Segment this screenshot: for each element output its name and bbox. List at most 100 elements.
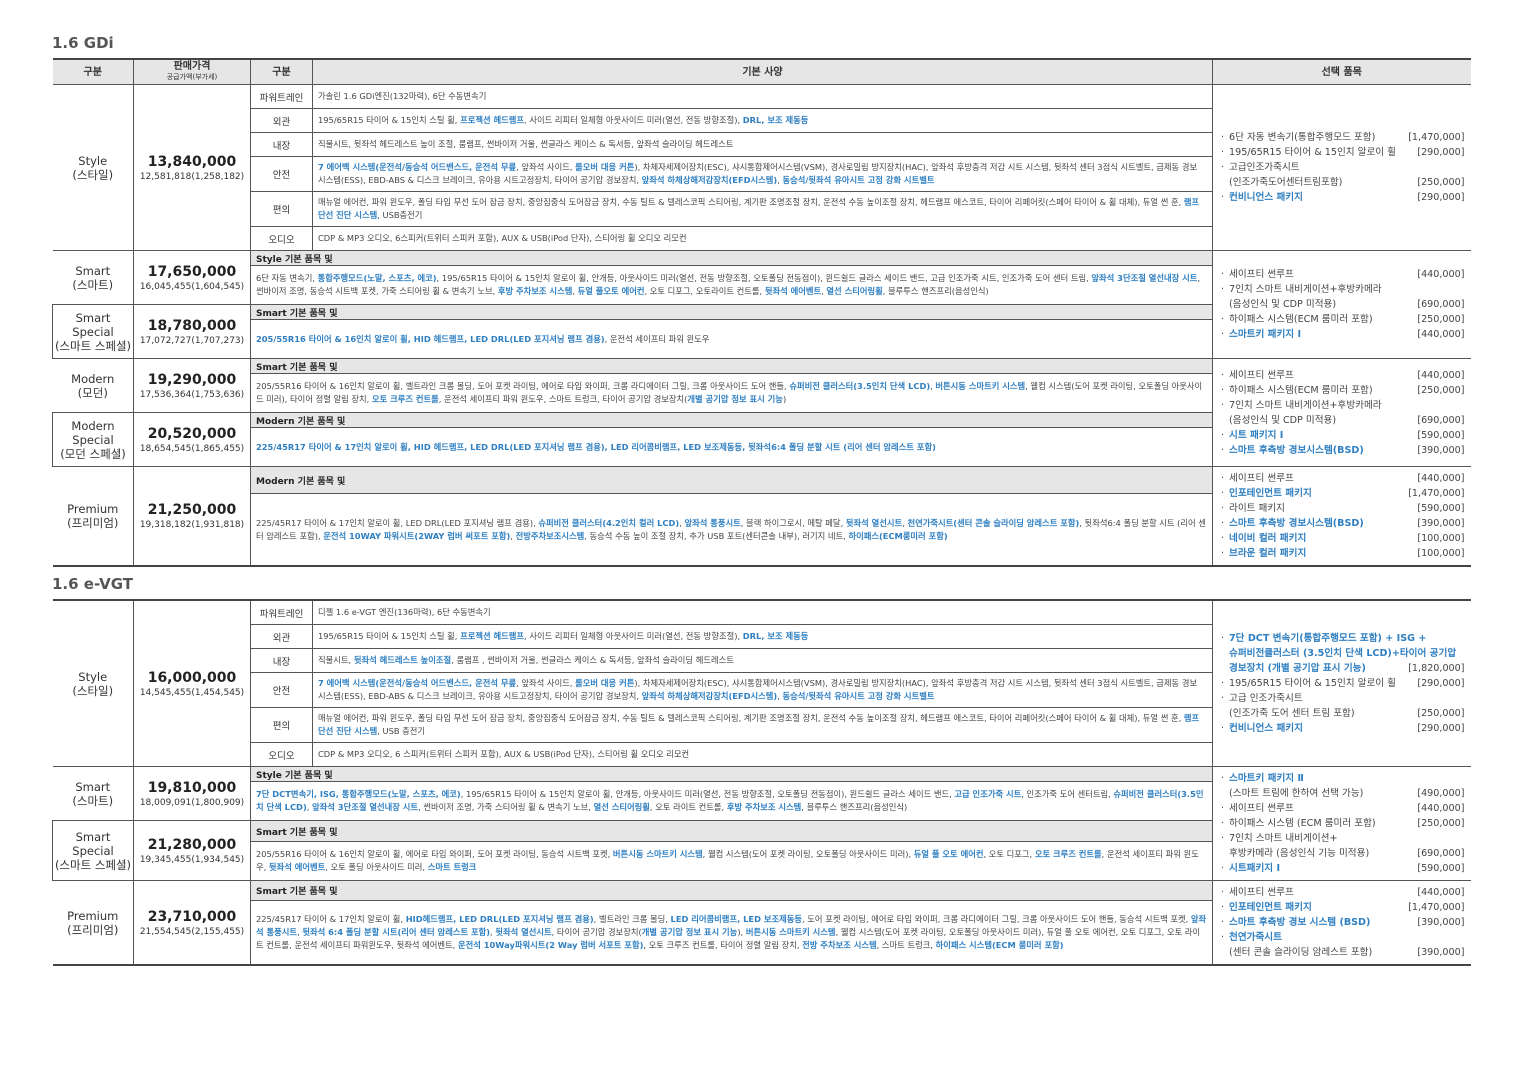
table-row: Style (스타일) 13,840,000 12,581,818(1,258,182… [52, 84, 1471, 251]
option-line: 인포테인먼트 패키지 [1,470,000] [1229, 900, 1465, 915]
highlight-run: 뒷좌석 에어벤트 [764, 286, 822, 296]
option-line: 7단 DCT 변속기(통합주행모드 포함) + ISG + [1229, 631, 1465, 646]
text-run: , 썬바이저 조명, 가죽 스티어링 휠 & 변속기 노브, [418, 802, 594, 812]
option-text: (인조가죽도어센터트림포함) [1229, 177, 1343, 188]
spec-text: 가솔린 1.6 GDi엔진(132마력), 6단 수동변속기 [312, 84, 1213, 109]
option-line: 천연가죽시트 [1229, 930, 1465, 945]
trim-name-line: Premium [67, 502, 119, 516]
option-line: 브라운 컬러 패키지 [100,000] [1229, 546, 1465, 561]
text-run: , 블루투스 핸즈프리(음성인식) [801, 802, 908, 812]
trim-name: Style (스타일) [52, 84, 134, 251]
base-label: Modern 기본 품목 및 [250, 412, 1213, 428]
text-run: ), [737, 926, 746, 937]
option-item: 6단 자동 변속기(통합주행모드 포함) [1,470,000] [1221, 130, 1465, 145]
option-item: 인포테인먼트 패키지 [1,470,000] [1221, 900, 1465, 915]
option-price: [250,000] [1417, 708, 1465, 719]
option-text: 세이프티 썬루프 [1229, 269, 1294, 280]
text-run: , 오토 라이트 컨트롤, [649, 802, 727, 812]
option-item: 스마트 후측방 경보시스템(BSD) [390,000] [1221, 516, 1465, 531]
option-price: [100,000] [1417, 533, 1465, 544]
option-text: 네이비 컬러 패키지 [1229, 533, 1307, 544]
option-item: 세이프티 썬루프 [440,000] [1221, 801, 1465, 816]
option-price: [100,000] [1417, 548, 1465, 559]
option-price: [390,000] [1417, 444, 1465, 456]
spec-text: 직물시트, 뒷좌석 헤드레스트 높이조절, 룸램프 , 썬바이저 거울, 썬글라… [312, 648, 1213, 673]
text-run: 가솔린 1.6 GDi엔진(132마력), 6단 수동변속기 [318, 91, 487, 101]
option-line: 인포테인먼트 패키지 [1,470,000] [1229, 486, 1465, 501]
text-run: , 오토 디포그, [983, 849, 1035, 859]
highlight-run: 램프 단선 진단 시스템 [318, 713, 1200, 736]
option-text: 스마트 후측방 경보시스템(BSD) [1229, 518, 1364, 529]
option-price: [690,000] [1417, 848, 1465, 859]
option-price: [1,470,000] [1408, 132, 1465, 143]
trim-name: Premium (프리미엄) [52, 880, 134, 966]
option-text: 컨비니언스 패키지 [1229, 723, 1303, 734]
highlight-run: 앞좌석 3단조절 열선내장 시트 [1091, 273, 1198, 283]
spec-text: 6단 자동 변속기, 통합주행모드(노말, 스포츠, 에코), 195/65R1… [250, 265, 1213, 305]
highlight-run: 후방 주차보조 시스템 [497, 286, 573, 296]
table-row: Smart (스마트) 17,650,000 16,045,455(1,604,545… [52, 250, 1471, 359]
document: 1.6 GDi 구분 판매가격 공급가액(부가세) 구분 기본 사양 선택 품목 Style(… [52, 32, 1471, 972]
option-line: 세이프티 썬루프 [440,000] [1229, 267, 1465, 282]
highlight-run: 7 에어백 시스템(운전석/동승석 어드밴스드, 운전석 무릎 [318, 162, 517, 172]
option-text: 스마트 후측방 경보 시스템 (BSD) [1229, 917, 1371, 928]
option-text: 6단 자동 변속기(통합주행모드 포함) [1229, 132, 1376, 143]
spec-text: 7 에어백 시스템(운전석/동승석 어드밴스드, 운전석 무릎, 앞좌석 사이드… [312, 156, 1213, 192]
text-run: , [777, 175, 783, 185]
option-line: 고급 인조가죽시트 [1229, 691, 1465, 706]
text-run: , 운전석 세이프티 파워 윈도우, [256, 849, 1199, 872]
text-run: , 오토 폴딩 아웃사이드 미러, [325, 862, 428, 872]
trim-name-line: Premium [67, 908, 119, 923]
highlight-run: HID헤드램프, LED DRL(LED 포지셔닝 램프 겸용) [405, 913, 594, 924]
trim-name: Style (스타일) [52, 599, 134, 767]
option-item: 7인치 스마트 내비게이션+후방카메라 (음성인식 및 CDP 미적용) [690,… [1221, 398, 1465, 428]
spec-text: 225/45R17 타이어 & 17인치 알로이 휠, LED DRL(LED … [250, 493, 1213, 567]
option-text: 195/65R15 타이어 & 15인치 알로이 휠 [1229, 147, 1396, 158]
price: 19,290,000 [147, 371, 237, 388]
option-line: 195/65R15 타이어 & 15인치 알로이 휠 [290,000] [1229, 145, 1465, 160]
option-text: 컨비니언스 패키지 [1229, 192, 1303, 203]
option-text: 인포테인먼트 패키지 [1229, 902, 1312, 913]
trim-name: Smart Special (스마트 스페셜) [52, 820, 134, 881]
highlight-run: 듀얼 풀 오토 에어컨 [913, 849, 984, 859]
option-line: 네이비 컬러 패키지 [100,000] [1229, 531, 1465, 546]
options: 세이프티 썬루프 [440,000] 7인치 스마트 내비게이션+후방카메라 (음성인… [1212, 250, 1471, 359]
options: 세이프티 썬루프 [440,000] 하이패스 시스템(ECM 룸미러 포함) [25… [1212, 358, 1471, 467]
text-run: , 도어 포켓 라이팅, 에어로 타입 와이퍼, 크롬 라디에이터 그릴, 크롬… [802, 913, 1191, 924]
option-line: 고급인조가죽시트 [1229, 160, 1465, 175]
spec-table: 구분 판매가격 공급가액(부가세) 구분 기본 사양 선택 품목 Style (스타일) 13,… [52, 58, 1471, 567]
text-run: , [510, 530, 516, 541]
option-line: 7인치 스마트 내비게이션+후방카메라 [1229, 282, 1465, 297]
option-text: 스마트 후측방 경보시스템(BSD) [1229, 444, 1364, 456]
option-text: 하이패스 시스템(ECM 룸미러 포함) [1229, 384, 1373, 396]
trim-name: Smart (스마트) [52, 766, 134, 821]
option-item: 7인치 스마트 내비게이션+후방카메라 (음성인식 및 CDP 미적용) [690,… [1221, 282, 1465, 312]
supply-price: 21,554,545(2,155,455) [139, 926, 245, 937]
spec-label: 외관 [250, 108, 313, 133]
highlight-run: 전방 주차보조 시스템 [802, 939, 877, 950]
highlight-run: DRL, 보조 제동등 [742, 115, 809, 125]
spec-text: 7 에어백 시스템(운전석/동승석 어드밴스드, 운전석 무릎, 앞좌석 사이드… [312, 672, 1213, 708]
table-row: 205/55R16 타이어 & 16인치 알로이 휠, 벨트라인 크롬 몰딩, … [53, 373, 1471, 413]
option-line: 스마트 후측방 경보시스템(BSD) [390,000] [1229, 443, 1465, 458]
text-run: , 사이드 리피터 일체형 아웃사이드 미러(열선, 전동 방향조절), [524, 115, 743, 125]
option-price: [690,000] [1417, 299, 1465, 310]
text-run: , 사이드 리피터 일체형 아웃사이드 미러(열선, 전동 방향조절), [524, 631, 743, 641]
text-run: , [777, 691, 783, 701]
base-label: Smart 기본 품목 및 [250, 820, 1213, 842]
supply-price: 14,545,455(1,454,545) [139, 687, 245, 698]
option-line: 7인치 스마트 내비게이션+후방카메라 [1229, 398, 1465, 413]
options: 6단 자동 변속기(통합주행모드 포함) [1,470,000] 195/65R15… [1212, 84, 1471, 251]
text-run: , [297, 926, 303, 937]
base-label: Modern 기본 품목 및 [250, 465, 1213, 495]
supply-price: 18,654,545(1,865,455) [139, 443, 245, 454]
spec-label: 내장 [250, 132, 313, 157]
option-text: 7인치 스마트 내비게이션+후방카메라 [1229, 284, 1382, 295]
highlight-run: 앞좌석 통풍시트 [684, 517, 741, 528]
trim-name-line: Modern [71, 371, 115, 386]
highlight-run: 앞좌석 하체상해저감장치(EFD시스템) [641, 691, 778, 701]
text-run: , [679, 517, 685, 528]
option-item: 하이패스 시스템(ECM 룸미러 포함) [250,000] [1221, 383, 1465, 398]
highlight-run: 하이패스 시스템(ECM 룸미러 포함) [935, 939, 1064, 950]
